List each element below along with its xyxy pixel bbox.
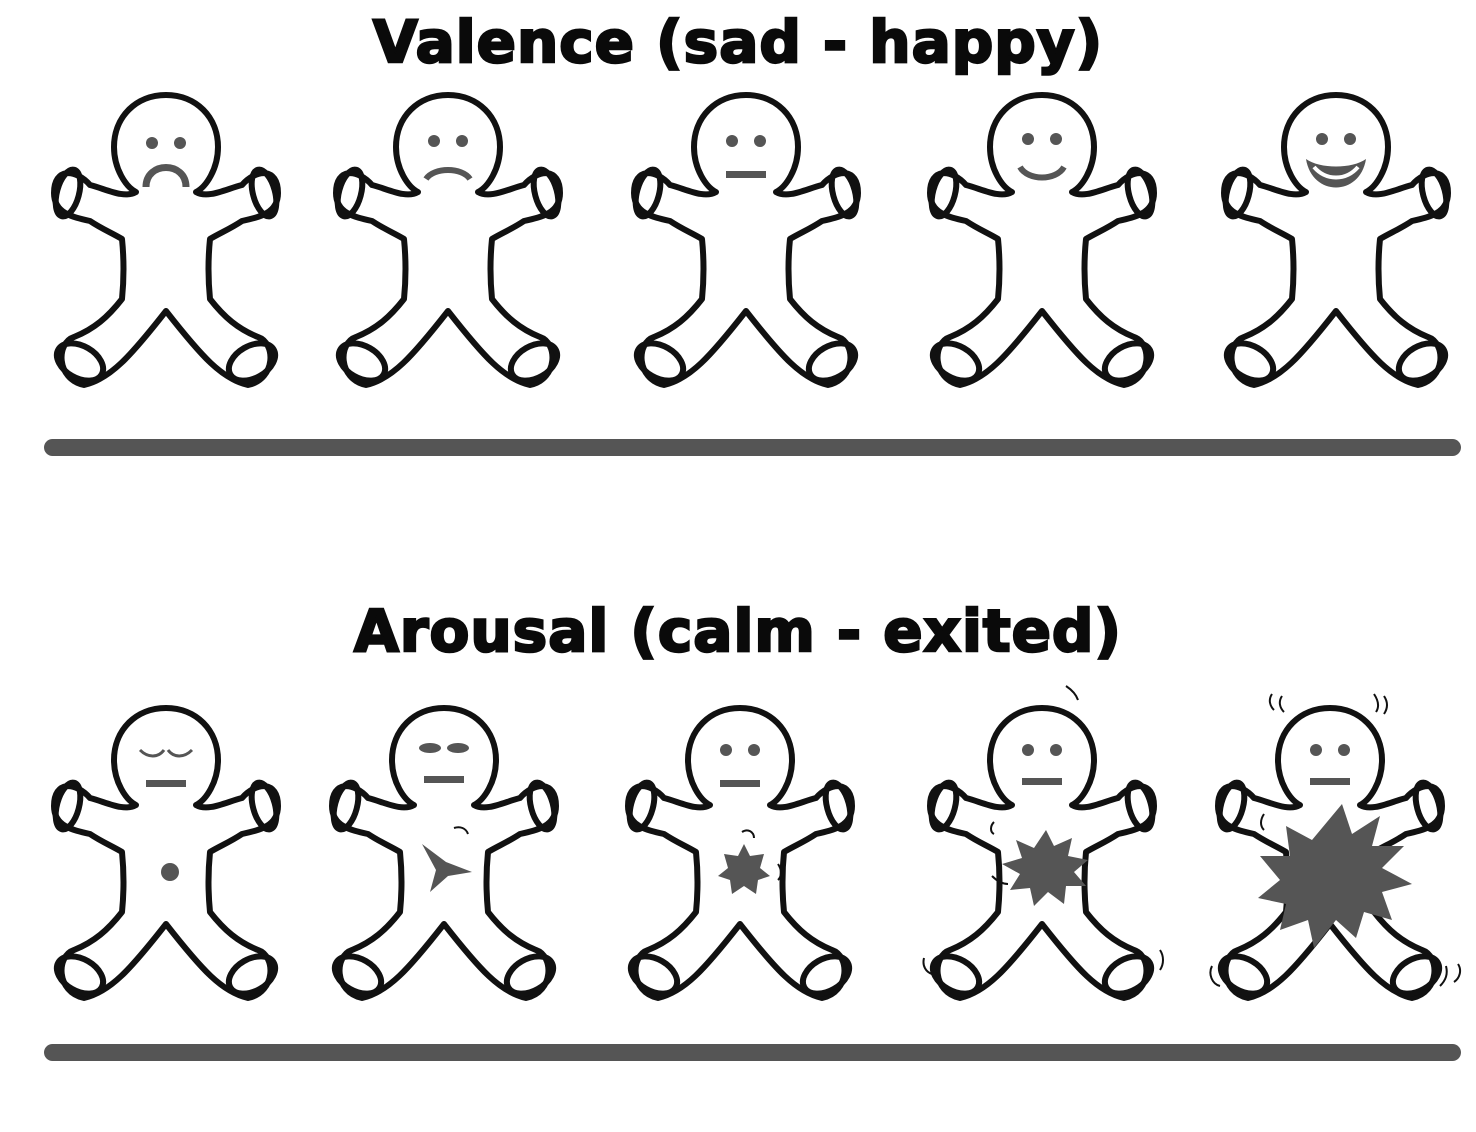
slight-frown-mouth [423,167,473,182]
left-eye [146,137,158,149]
right-eye [456,135,468,147]
valence-figure-very-sad [50,95,281,388]
valence-figure-very-happy [1220,95,1451,388]
arousal-spark [422,844,472,892]
right-eye [447,743,469,753]
left-eye [1022,744,1034,756]
neutral-mouth [424,776,464,783]
arousal-burst [718,844,770,894]
left-eye [428,135,440,147]
valence-figure-sad [332,95,563,388]
frown-mouth [142,164,190,188]
arousal-figure-level-4 [922,685,1164,1001]
neutral-mouth [1022,778,1062,785]
arousal-scale-title: Arousal (calm - exited) [353,597,1122,665]
valence-figure-neutral [630,95,861,388]
big-smile-mouth [1306,159,1366,188]
left-eye [726,135,738,147]
closed-eyes [138,748,194,758]
left-eye [419,743,441,753]
left-eye [1316,133,1328,145]
right-eye [754,135,766,147]
valence-scale-title: Valence (sad - happy) [372,8,1104,76]
arousal-burst [1002,830,1088,906]
right-eye [1050,744,1062,756]
right-eye [748,744,760,756]
neutral-mouth [1310,778,1350,785]
arousal-figure-level-1 [50,708,281,1001]
neutral-mouth [726,171,766,178]
right-eye [1344,133,1356,145]
smile-mouth [1017,165,1067,181]
right-eye [1050,133,1062,145]
arousal-figure-level-5 [1209,693,1462,1001]
arousal-dot [161,863,179,881]
arousal-figure-level-2 [328,708,559,1001]
valence-figure-happy [926,95,1157,388]
right-eye [1338,744,1350,756]
right-eye [174,137,186,149]
left-eye [1022,133,1034,145]
left-eye [1310,744,1322,756]
arousal-scale-bar [44,1044,1461,1061]
valence-scale-bar [44,439,1461,456]
left-eye [720,744,732,756]
arousal-burst [1258,804,1412,948]
neutral-mouth [146,780,186,787]
arousal-figure-level-3 [624,708,855,1001]
neutral-mouth [720,780,760,787]
